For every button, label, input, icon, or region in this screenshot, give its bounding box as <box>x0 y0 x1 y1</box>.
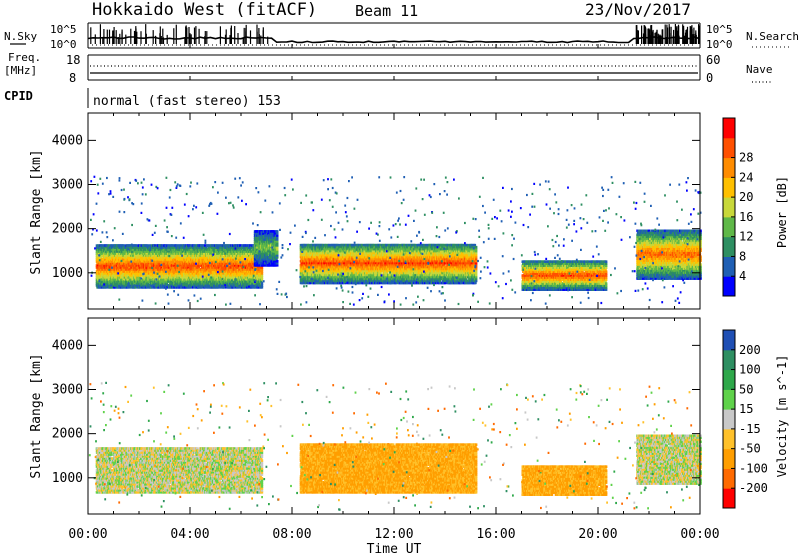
cpid-label: CPID <box>4 89 33 103</box>
nave-tick-high: 60 <box>706 53 720 67</box>
nsky-label: N.Sky <box>4 30 37 43</box>
freq-label: Freq. <box>8 51 41 64</box>
freq-tick-low: 8 <box>69 71 76 85</box>
nsky-tick-low-right: 10^0 <box>706 38 733 51</box>
date-label: 23/Nov/2017 <box>585 0 691 19</box>
cpid-text: normal (fast stereo) 153 <box>93 94 281 109</box>
freq-tick-high: 18 <box>66 53 80 67</box>
nsearch-label: N.Search <box>746 30 799 43</box>
nsky-tick-high-right: 10^5 <box>706 23 733 36</box>
nsky-trace <box>88 37 700 43</box>
nave-tick-low: 0 <box>706 71 713 85</box>
nave-label: Nave <box>746 63 773 76</box>
nsky-tick-low: 10^0 <box>50 38 77 51</box>
beam-label: Beam 11 <box>355 2 418 20</box>
radar-title: Hokkaido West (fitACF) <box>92 0 317 20</box>
nsky-tick-high: 10^5 <box>50 23 77 36</box>
freq-unit-label: [MHz] <box>4 64 37 77</box>
